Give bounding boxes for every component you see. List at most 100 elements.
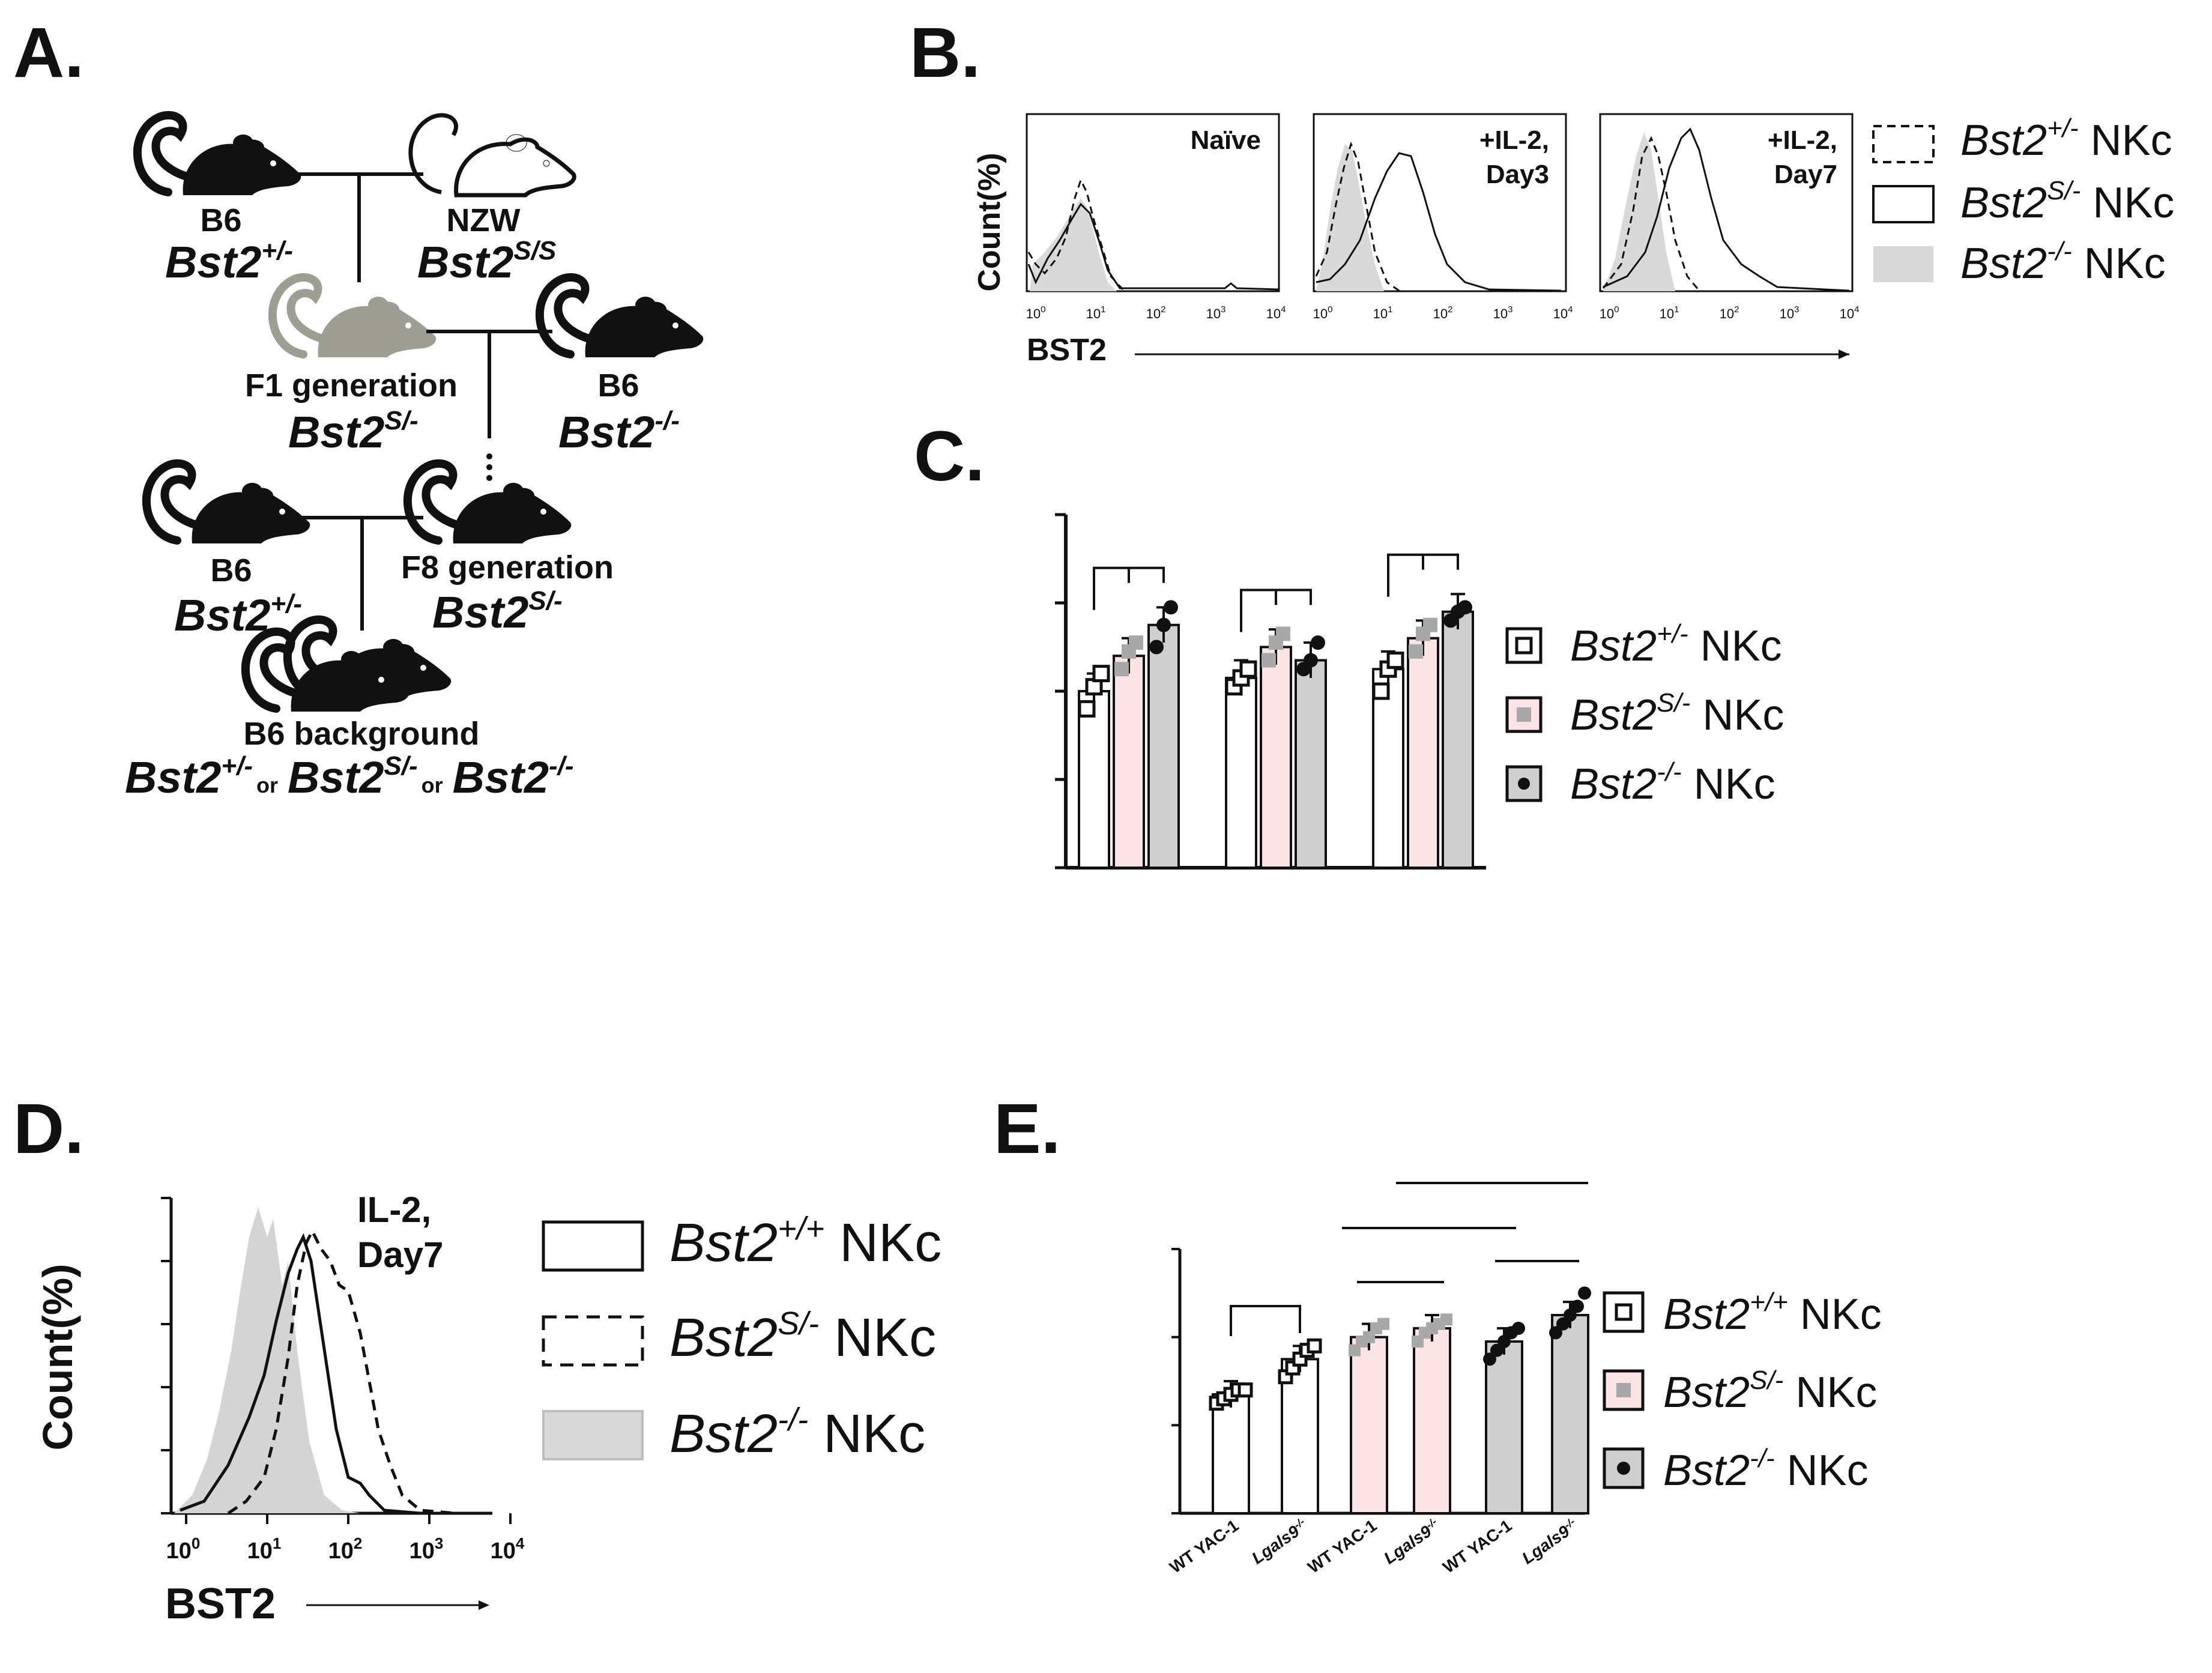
- panel-d-histogram: Count(%) 100 101 102 103 104 IL-2, Day7 BST2…: [34, 1190, 941, 1628]
- data-point: [1423, 617, 1437, 632]
- nzw-label: NZW: [447, 202, 521, 238]
- bar: [1372, 668, 1404, 869]
- legend-entry: Bst2-/- NKc: [669, 1402, 925, 1464]
- legend-swatch-filled: [542, 1410, 644, 1460]
- tick-label: 103: [1493, 304, 1513, 321]
- b6-background-label: B6 background: [243, 716, 479, 752]
- hist-annotation: Day7: [357, 1235, 443, 1275]
- mouse-icon-b6-top: [137, 115, 301, 195]
- category-label: WT YAC-1: [1304, 1516, 1380, 1577]
- x-tick-label: 100: [166, 1534, 201, 1564]
- panel-label-b: B.: [910, 13, 981, 92]
- bar: [1212, 1393, 1250, 1514]
- nzw-genotype: Bst2S/S: [417, 236, 556, 287]
- x-tick-label: 101: [247, 1534, 282, 1564]
- panel-b-ylabel: Count(%): [972, 153, 1007, 291]
- data-point: [1164, 600, 1178, 615]
- bar: [1407, 637, 1439, 870]
- data-point: [1556, 1317, 1570, 1331]
- data-point: [1114, 662, 1129, 677]
- b6-left-label: B6: [210, 552, 252, 588]
- data-point: [1386, 652, 1404, 670]
- hist-line-solid: [180, 1233, 421, 1515]
- panel-d-yticks: [161, 1197, 171, 1514]
- tick-label: 100: [1026, 304, 1046, 321]
- data-point: [1156, 617, 1171, 632]
- panel-b-xlabel: BST2: [1027, 333, 1107, 368]
- mouse-icon-f1: [273, 277, 436, 357]
- panel-d-xlabel: BST2: [165, 1580, 276, 1628]
- mouse-icon-b6-right: [540, 277, 703, 357]
- data-point: [1276, 626, 1290, 641]
- panel-b-histograms: Count(%) Naïve +IL-2, Day3 +IL-2, Day7 1…: [972, 113, 2174, 368]
- data-point: [1237, 1382, 1253, 1398]
- legend-marker: [1515, 637, 1533, 655]
- x-tick-label: 103: [409, 1534, 444, 1564]
- b6-genotype: Bst2+/-: [165, 236, 293, 287]
- category-label: Lgals9-/-: [1248, 1516, 1311, 1568]
- tick-label: 103: [1206, 304, 1226, 321]
- data-point: [1440, 1313, 1452, 1326]
- legend-swatch-solid: [542, 1220, 644, 1272]
- legend-entry: Bst2+/+ NKc: [1663, 1287, 1882, 1339]
- legend-entry: Bst2-/- NKc: [1960, 237, 2166, 288]
- panel-a-breeding-scheme: B6 Bst2+/- NZW Bst2S/S F1 generation Bst…: [125, 115, 703, 802]
- data-point: [1409, 644, 1423, 659]
- data-point: [1129, 635, 1143, 650]
- bar: [1442, 610, 1474, 869]
- data-point: [1377, 1318, 1389, 1330]
- panel-d-xticks: 100 101 102 103 104: [166, 1513, 525, 1564]
- panel-label-a: A.: [13, 13, 84, 92]
- f8-genotype: Bst2S/-: [432, 586, 563, 637]
- legend-entry: Bst2S/- NKc: [1960, 176, 2174, 227]
- data-point: [1564, 1308, 1577, 1322]
- data-point: [1262, 653, 1276, 668]
- legend-entry: Bst2S/- NKc: [1570, 688, 1784, 739]
- tick-label: 102: [1433, 304, 1453, 321]
- histogram-naive: Naïve: [1026, 113, 1280, 292]
- panel-label-c: C.: [914, 417, 985, 496]
- bar: [1225, 676, 1257, 869]
- legend-marker: [1616, 1383, 1631, 1397]
- tick-label: 104: [1553, 304, 1573, 321]
- data-point: [1549, 1326, 1562, 1340]
- hist-label-2: Day3: [1486, 160, 1549, 189]
- data-point: [1311, 635, 1325, 650]
- f1-genotype: Bst2S/-: [288, 406, 419, 457]
- bar: [1485, 1340, 1523, 1514]
- tick-label: 100: [1313, 304, 1333, 321]
- data-point: [1497, 1335, 1511, 1348]
- bar: [1113, 655, 1145, 869]
- data-point: [1149, 640, 1164, 655]
- tick-label: 102: [1720, 304, 1739, 321]
- legend-marker: [1617, 1462, 1630, 1475]
- data-point: [1078, 700, 1096, 718]
- panel-d-ylabel: Count(%): [34, 1263, 81, 1450]
- data-point: [1458, 600, 1472, 615]
- chart-e: WT YAC-1 Lgals9-/-WT YAC-1 Lgals9-/- WT YAC…: [1166, 1182, 1882, 1577]
- b6-right-genotype: Bst2-/-: [558, 406, 680, 457]
- panel-b-legend: Bst2+/- NKc Bst2S/- NKc Bst2-/- NKc: [1872, 113, 2174, 288]
- bar: [1551, 1314, 1589, 1514]
- legend-entry: Bst2S/- NKc: [1663, 1366, 1877, 1417]
- legend-entry: Bst2+/- NKc: [1960, 113, 2172, 165]
- data-point: [1092, 665, 1110, 683]
- significance-bracket: [1230, 1305, 1301, 1336]
- legend-entry: Bst2-/- NKc: [1570, 757, 1775, 808]
- hist-label-2: Day7: [1774, 160, 1837, 189]
- hist-label: +IL-2,: [1768, 126, 1837, 155]
- bar: [1413, 1327, 1451, 1514]
- x-tick-label: 104: [491, 1534, 525, 1564]
- mouse-icon-nzw-outline: [408, 113, 576, 198]
- legend-marker: [1518, 778, 1530, 790]
- legend-entry: Bst2+/+ NKc: [669, 1211, 941, 1273]
- mouse-icon-b6-left: [147, 464, 310, 543]
- tick-label: 101: [1086, 304, 1106, 321]
- tick-label: 104: [1266, 304, 1286, 321]
- panel-d-legend: Bst2+/+ NKc Bst2S/- NKc Bst2-/- NKc: [542, 1211, 941, 1464]
- bar: [1147, 623, 1180, 869]
- hist-annotation: IL-2,: [357, 1190, 431, 1230]
- legend-swatch-dashed: [542, 1315, 644, 1367]
- data-point: [1307, 1338, 1322, 1354]
